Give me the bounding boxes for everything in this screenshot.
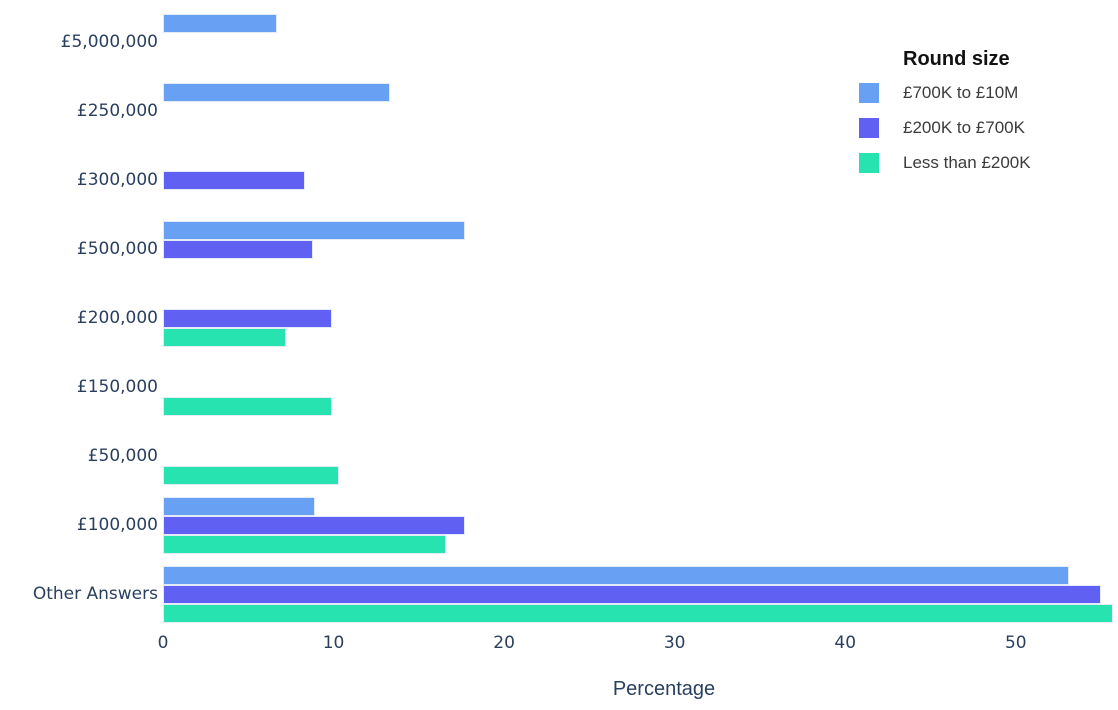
y-tick-label: £250,000 (76, 101, 158, 121)
bar (163, 535, 447, 554)
bar (163, 566, 1069, 585)
legend-swatch-icon (859, 153, 879, 173)
x-tick-label: 0 (157, 633, 169, 653)
legend-items: £700K to £10M £200K to £700K Less than £… (859, 83, 1031, 173)
legend: Round size £700K to £10M £200K to £700K … (859, 48, 1031, 173)
bar (163, 240, 314, 259)
x-tick-label: 30 (663, 633, 686, 653)
bar (163, 171, 305, 190)
bar (163, 497, 315, 516)
bar (163, 83, 390, 102)
y-tick-label: Other Answers (32, 584, 158, 604)
y-tick-label: £5,000,000 (60, 32, 158, 52)
legend-swatch-icon (859, 83, 879, 103)
y-tick-label: £100,000 (76, 515, 158, 535)
legend-item-label: £700K to £10M (903, 83, 1019, 102)
bar (163, 585, 1102, 604)
bar (163, 14, 278, 33)
bar (163, 328, 286, 347)
x-tick-label: 50 (1004, 633, 1027, 653)
y-tick-label: £500,000 (76, 239, 158, 259)
y-tick-label: £150,000 (76, 377, 158, 397)
y-tick-label: £200,000 (76, 308, 158, 328)
legend-item-700k-to-10m[interactable]: £700K to £10M (859, 83, 1031, 103)
legend-item-label: Less than £200K (903, 153, 1031, 172)
legend-item-label: £200K to £700K (903, 118, 1025, 137)
bar (163, 221, 465, 240)
legend-title: Round size (903, 48, 1010, 70)
y-tick-label: £300,000 (76, 170, 158, 190)
bar (163, 604, 1113, 623)
x-tick-label: 20 (493, 633, 515, 653)
legend-item-200k-to-700k[interactable]: £200K to £700K (859, 118, 1031, 138)
legend-item-less-than-200k[interactable]: Less than £200K (859, 153, 1031, 173)
legend-swatch-icon (859, 118, 879, 138)
bar (163, 516, 465, 535)
bar (163, 466, 339, 485)
x-tick-label: 10 (322, 633, 345, 653)
x-tick-label: 40 (834, 633, 857, 653)
bar (163, 309, 332, 328)
y-tick-label: £50,000 (87, 446, 158, 466)
x-axis-title: Percentage (612, 678, 716, 700)
bar (163, 397, 332, 416)
